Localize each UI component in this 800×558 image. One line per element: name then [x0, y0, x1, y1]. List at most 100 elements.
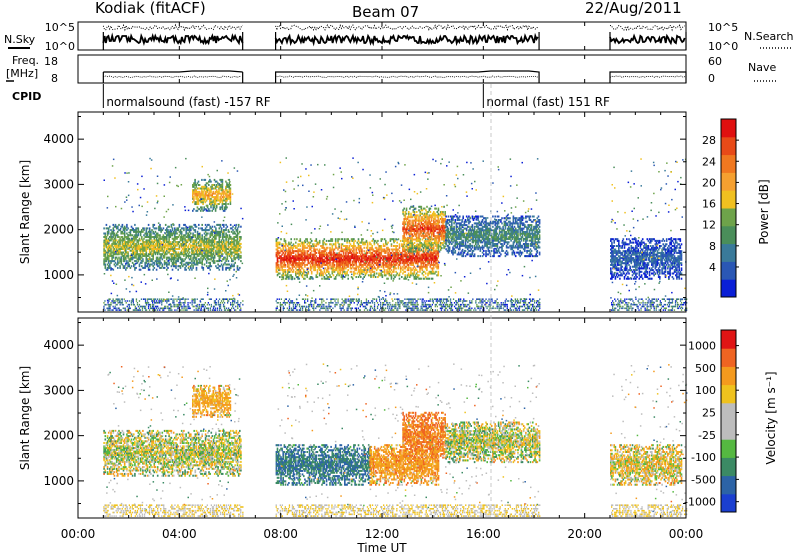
echo-cell	[304, 245, 306, 247]
echo-cell	[347, 278, 349, 280]
echo-cell	[430, 211, 432, 213]
echo-cell	[105, 264, 107, 266]
echo-cell	[403, 242, 405, 244]
echo-cell	[311, 240, 313, 242]
echo-cell	[326, 243, 328, 245]
echo-cell	[415, 251, 417, 253]
echo-cell	[417, 214, 419, 216]
echo-cell	[399, 247, 401, 249]
echo-cell	[308, 271, 310, 273]
echo-cell	[189, 252, 191, 254]
echo-cell	[354, 245, 356, 247]
nsearch-tick-top: 10^5	[708, 21, 738, 34]
echo-cell	[115, 224, 117, 226]
echo-cell	[239, 231, 241, 233]
echo-cell	[223, 226, 225, 228]
echo-cell	[353, 274, 355, 276]
echo-cell	[387, 278, 389, 280]
echo-cell	[147, 227, 149, 229]
echo-cell	[218, 203, 220, 205]
echo-cell	[201, 252, 203, 254]
cpid-label: CPID	[12, 90, 41, 103]
nsky-frame	[78, 22, 686, 50]
echo-cell	[240, 255, 242, 257]
echo-cell	[172, 234, 174, 236]
echo-cell	[304, 278, 306, 280]
echo-cell	[396, 273, 398, 275]
echo-cell	[427, 274, 429, 276]
echo-cell	[234, 233, 236, 235]
echo-cell	[290, 238, 292, 240]
echo-cell	[238, 226, 240, 228]
echo-cell	[406, 208, 408, 210]
echo-cell	[294, 278, 296, 280]
echo-cell	[385, 240, 387, 242]
echo-cell	[292, 276, 294, 278]
freq-tick-bottom: 8	[51, 72, 58, 85]
echo-cell	[222, 186, 224, 188]
echo-cell	[354, 273, 356, 275]
echo-cell	[206, 226, 208, 228]
echo-cell	[201, 206, 203, 208]
echo-cell	[280, 238, 282, 240]
echo-cell	[438, 264, 440, 266]
echo-cell	[338, 243, 340, 245]
echo-cell	[183, 227, 185, 229]
echo-cell	[427, 251, 429, 253]
echo-cell	[448, 228, 450, 230]
echo-cell	[401, 276, 403, 278]
echo-cell	[357, 252, 359, 254]
echo-cell	[240, 243, 242, 245]
echo-cell	[382, 274, 384, 276]
echo-cell	[197, 231, 199, 233]
echo-cell	[418, 274, 420, 276]
echo-cell	[396, 242, 398, 244]
echo-cell	[230, 224, 232, 226]
echo-cell	[304, 266, 306, 268]
echo-cell	[106, 260, 108, 262]
echo-cell	[130, 260, 132, 262]
echo-cell	[342, 238, 344, 240]
echo-cell	[135, 267, 137, 269]
echo-cell	[389, 249, 391, 251]
echo-cell	[420, 278, 422, 280]
echo-cell	[457, 226, 459, 228]
echo-cell	[232, 260, 234, 262]
echo-cell	[444, 245, 446, 247]
nsearch-label: N.Search	[744, 30, 794, 43]
echo-cell	[196, 269, 198, 271]
echo-cell	[417, 271, 419, 273]
echo-cell	[279, 242, 281, 244]
echo-cell	[306, 238, 308, 240]
echo-cell	[382, 238, 384, 240]
echo-cell	[452, 219, 454, 221]
echo-cell	[371, 245, 373, 247]
echo-cell	[183, 260, 185, 262]
echo-cell	[439, 251, 441, 253]
nsearch-tick-bottom: 10^0	[708, 40, 738, 53]
cpid-mode-label: normal (fast) 151 RF	[486, 95, 610, 109]
echo-cell	[391, 243, 393, 245]
echo-cell	[459, 216, 461, 218]
echo-cell	[409, 220, 411, 222]
echo-cell	[225, 233, 227, 235]
echo-cell	[105, 233, 107, 235]
echo-cell	[417, 225, 419, 227]
freq-traces	[103, 71, 686, 83]
echo-cell	[347, 274, 349, 276]
echo-cell	[228, 260, 230, 262]
echo-cell	[441, 247, 443, 249]
echo-cell	[231, 258, 233, 260]
echo-cell	[195, 229, 197, 231]
echo-cell	[237, 234, 239, 236]
echo-cell	[142, 258, 144, 260]
echo-cell	[432, 278, 434, 280]
freq-label-line2: [MHz]	[6, 67, 38, 80]
echo-cell	[449, 247, 451, 249]
echo-cell	[444, 218, 446, 220]
echo-cell	[201, 224, 203, 226]
echo-cell	[452, 253, 454, 255]
echo-cell	[419, 240, 421, 242]
echo-cell	[285, 269, 287, 271]
echo-cell	[208, 184, 210, 186]
